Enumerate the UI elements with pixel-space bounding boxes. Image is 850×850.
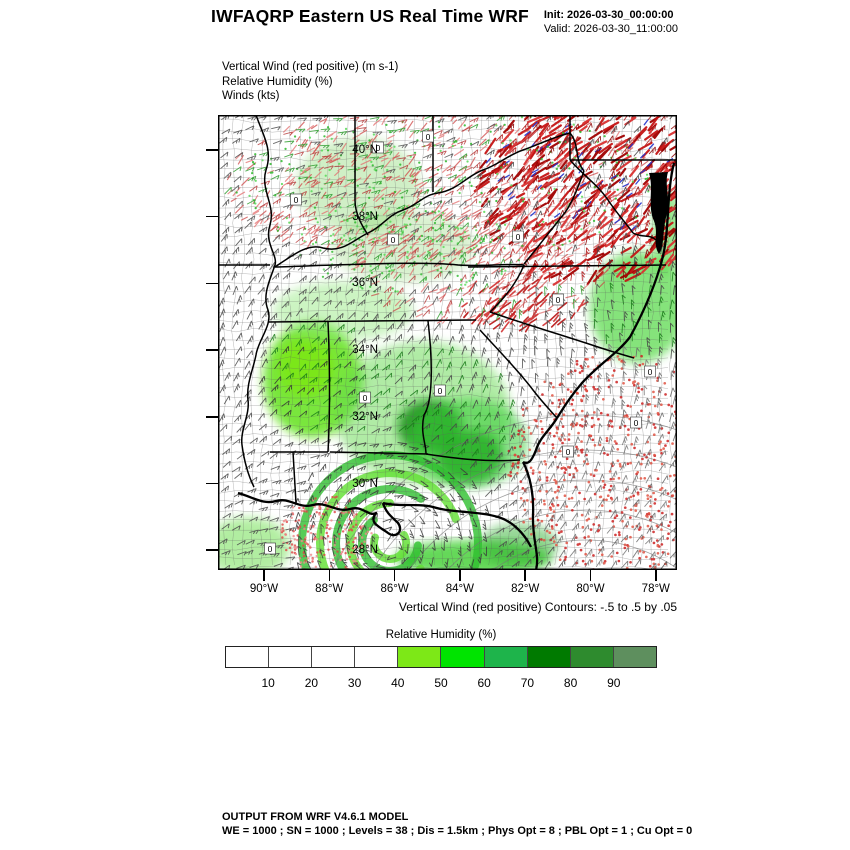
- lon-tick-mark: [459, 570, 461, 581]
- colorbar-cell: [355, 647, 399, 667]
- variable-legend-line-2: Winds (kts): [222, 90, 280, 102]
- svg-text:0: 0: [634, 418, 639, 428]
- colorbar-cell: [269, 647, 313, 667]
- lon-tick-label: 80°W: [576, 583, 605, 595]
- svg-text:0: 0: [391, 235, 396, 245]
- svg-text:0: 0: [363, 393, 368, 403]
- colorbar-tick-label: 30: [347, 676, 362, 690]
- colorbar-cell: [484, 647, 528, 667]
- lat-tick-mark: [206, 349, 218, 351]
- lat-tick-label: 36°N: [352, 277, 378, 290]
- colorbar-cell: [441, 647, 485, 667]
- colorbar-tick-label: 80: [563, 676, 578, 690]
- svg-text:0: 0: [516, 232, 521, 242]
- footer-model-line: OUTPUT FROM WRF V4.6.1 MODEL: [222, 811, 409, 823]
- variable-legend-line-1: Relative Humidity (%): [222, 75, 333, 88]
- valid-time-label: Valid: 2026-03-30_11:00:00: [543, 23, 678, 35]
- colorbar-cell: [613, 647, 656, 667]
- lat-tick-label: 30°N: [352, 477, 378, 490]
- colorbar-tick-label: 20: [304, 676, 319, 690]
- variable-legend-line-0: Vertical Wind (red positive) (m s-1): [222, 61, 399, 73]
- model-run-info: Init: 2026-03-30_00:00:00 Valid: 2026-03…: [544, 8, 678, 36]
- svg-text:0: 0: [294, 195, 299, 205]
- colorbar-cell: [527, 647, 571, 667]
- colorbar-cell: [312, 647, 356, 667]
- lon-tick-label: 88°W: [315, 583, 344, 595]
- colorbar-cell: [398, 647, 442, 667]
- lat-tick-mark: [206, 549, 218, 551]
- colorbar-tick-label: 60: [477, 676, 491, 690]
- colorbar: [225, 646, 657, 668]
- colorbar-tick-label: 40: [391, 676, 405, 690]
- lat-tick-mark: [206, 215, 218, 218]
- svg-text:0: 0: [566, 447, 571, 457]
- lat-tick-label: 40°N: [352, 144, 378, 156]
- lat-tick-mark: [206, 482, 218, 485]
- init-time-label: Init: 2026-03-30_00:00:00: [543, 9, 674, 21]
- lon-tick-label: 82°W: [511, 583, 540, 595]
- footer-config-line: WE = 1000 ; SN = 1000 ; Levels = 38 ; Di…: [222, 825, 693, 837]
- colorbar-cell: [570, 647, 614, 667]
- lat-tick-mark: [206, 149, 218, 151]
- colorbar-tick-label: 70: [520, 676, 535, 690]
- contour-caption: Vertical Wind (red positive) Contours: -…: [398, 600, 677, 614]
- colorbar-tick-label: 50: [434, 676, 448, 690]
- map-figure: 0 0 0 0 0 0 0 0 0 0 0 0: [218, 115, 677, 570]
- lat-tick-mark: [206, 282, 218, 285]
- svg-text:0: 0: [376, 143, 381, 153]
- lon-tick-mark: [655, 570, 657, 581]
- lon-tick-mark: [393, 570, 396, 581]
- colorbar-tick-label: 90: [607, 676, 621, 690]
- lat-tick-label: 32°N: [352, 410, 378, 423]
- model-footer: OUTPUT FROM WRF V4.6.1 MODEL WE = 1000 ;…: [222, 810, 692, 838]
- lon-tick-label: 78°W: [641, 583, 670, 595]
- variable-legend: Vertical Wind (red positive) (m s-1) Rela…: [222, 60, 398, 104]
- svg-text:0: 0: [556, 295, 561, 305]
- colorbar-tick-labels: 10 20 30 40 50 60 70 80 90: [225, 676, 657, 690]
- colorbar-cell: [226, 647, 270, 667]
- lon-tick-mark: [524, 570, 526, 581]
- weather-map-plot: 0 0 0 0 0 0 0 0 0 0 0 0: [218, 115, 677, 570]
- page-title: IWFAQRP Eastern US Real Time WRF: [211, 6, 529, 26]
- lon-tick-mark: [263, 570, 265, 581]
- colorbar-title: Relative Humidity (%): [385, 629, 497, 641]
- svg-text:0: 0: [268, 544, 273, 554]
- lon-tick-label: 84°W: [445, 583, 475, 595]
- svg-text:0: 0: [426, 132, 431, 142]
- lat-tick-label: 38°N: [352, 210, 378, 223]
- lon-tick-mark: [328, 570, 331, 581]
- colorbar-tick-label: 10: [261, 676, 275, 690]
- lon-tick-label: 86°W: [380, 583, 409, 595]
- lat-tick-label: 34°N: [352, 344, 378, 357]
- svg-text:0: 0: [438, 386, 443, 396]
- svg-text:0: 0: [648, 367, 653, 377]
- lat-tick-label: 28°N: [352, 544, 378, 557]
- lat-tick-mark: [206, 416, 218, 418]
- lon-tick-mark: [589, 570, 592, 581]
- lon-tick-label: 90°W: [249, 583, 279, 595]
